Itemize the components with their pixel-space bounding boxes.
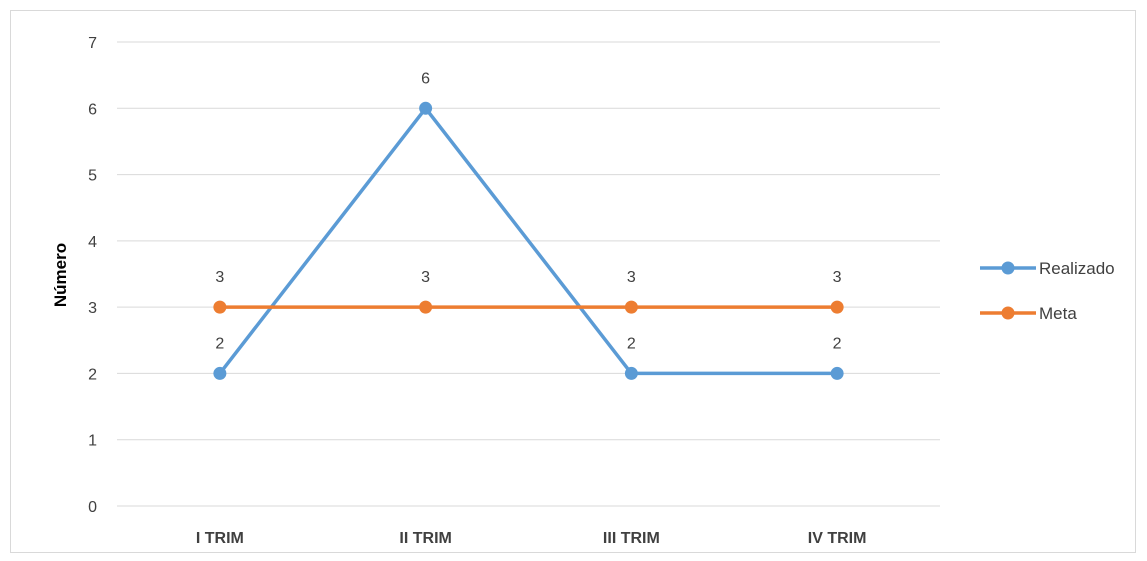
y-tick-label: 0 (88, 499, 97, 516)
y-tick-label: 5 (88, 168, 97, 185)
y-tick-label: 4 (88, 234, 97, 251)
data-label-realizado: 2 (215, 335, 224, 352)
legend: Realizado Meta (980, 259, 1115, 323)
chart-frame (10, 10, 1136, 553)
data-point-realizado (213, 366, 227, 380)
data-point-realizado (419, 101, 433, 115)
legend-label-realizado: Realizado (1039, 259, 1115, 278)
data-label-realizado: 2 (627, 335, 636, 352)
y-axis-label: Número (51, 243, 70, 307)
data-label-meta: 3 (215, 269, 224, 286)
legend-marker-meta (1001, 306, 1015, 320)
data-point-realizado (624, 366, 638, 380)
data-label-realizado: 2 (833, 335, 842, 352)
gridlines (117, 41, 940, 507)
legend-label-meta: Meta (1039, 304, 1077, 323)
x-axis-ticks: I TRIM II TRIM III TRIM IV TRIM (196, 530, 867, 547)
y-tick-label: 3 (88, 300, 97, 317)
data-label-realizado: 6 (421, 70, 430, 87)
data-labels: 2 6 2 2 3 3 3 3 (215, 70, 841, 352)
y-tick-label: 1 (88, 433, 97, 450)
data-point-realizado (830, 366, 844, 380)
legend-marker-realizado (1001, 261, 1015, 275)
series-group (213, 101, 844, 380)
x-tick-label: IV TRIM (808, 530, 867, 547)
data-label-meta: 3 (833, 269, 842, 286)
data-point-meta (419, 300, 433, 314)
data-label-meta: 3 (421, 269, 430, 286)
data-point-meta (830, 300, 844, 314)
y-tick-label: 2 (88, 366, 97, 383)
data-point-meta (624, 300, 638, 314)
x-tick-label: I TRIM (196, 530, 244, 547)
series-line-realizado (218, 106, 838, 376)
x-tick-label: III TRIM (603, 530, 660, 547)
y-tick-label: 6 (88, 101, 97, 118)
data-point-meta (213, 300, 227, 314)
y-tick-label: 7 (88, 35, 97, 52)
x-tick-label: II TRIM (399, 530, 451, 547)
data-label-meta: 3 (627, 269, 636, 286)
y-axis-ticks: 0 1 2 3 4 5 6 7 (88, 35, 97, 516)
